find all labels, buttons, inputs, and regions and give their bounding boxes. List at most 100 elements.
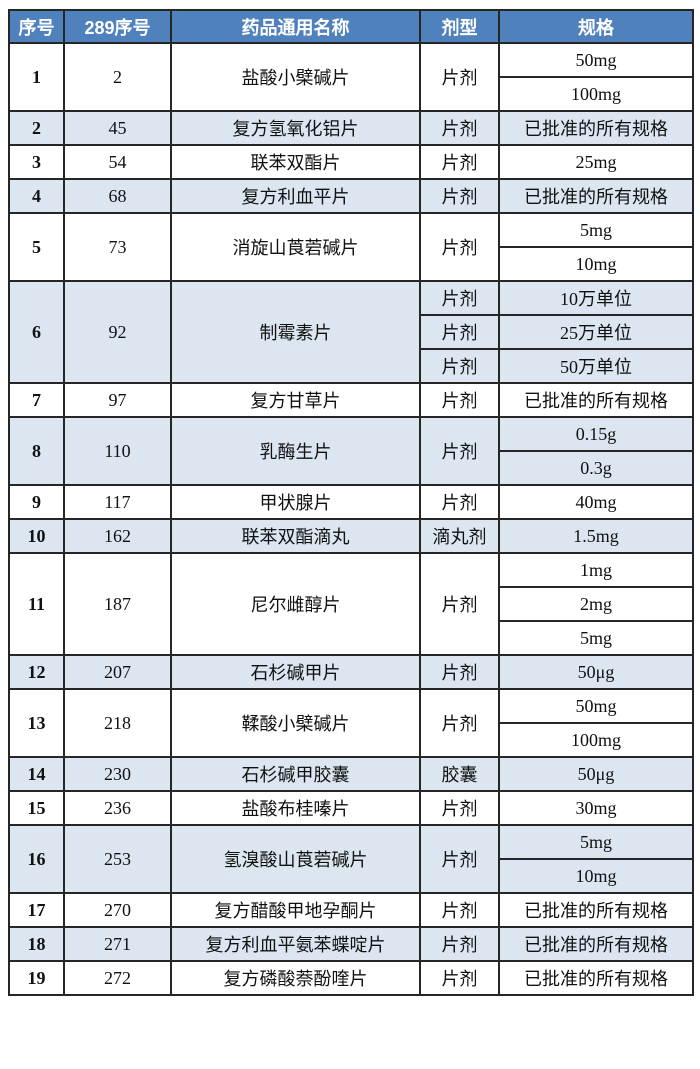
cell-spec: 0.15g xyxy=(498,416,694,452)
cell-drug-name: 复方甘草片 xyxy=(170,382,421,418)
cell-drug-name: 盐酸小檗碱片 xyxy=(170,42,421,112)
cell-spec: 30mg xyxy=(498,790,694,826)
cell-spec: 50mg xyxy=(498,688,694,724)
cell-drug-name: 制霉素片 xyxy=(170,280,421,384)
header-289-serial: 289序号 xyxy=(63,9,172,44)
table-row: 5mg xyxy=(9,620,694,656)
cell-289-serial: 272 xyxy=(63,960,172,996)
cell-289-serial: 230 xyxy=(63,756,172,792)
cell-dosage-form: 片剂 xyxy=(419,178,500,214)
cell-spec: 5mg xyxy=(498,620,694,656)
cell-289-serial: 73 xyxy=(63,212,172,282)
cell-289-serial: 110 xyxy=(63,416,172,486)
table-row: 10mg xyxy=(9,858,694,894)
cell-drug-name: 甲状腺片 xyxy=(170,484,421,520)
cell-dosage-form: 片剂 xyxy=(419,552,500,656)
cell-drug-name: 复方利血平氨苯蝶啶片 xyxy=(170,926,421,962)
cell-serial: 10 xyxy=(8,518,65,554)
table-row: 8 110 乳酶生片 片剂 0.15g xyxy=(8,416,694,486)
cell-drug-name: 复方醋酸甲地孕酮片 xyxy=(170,892,421,928)
table-row: 10mg xyxy=(9,246,694,282)
table-row: 16 253 氢溴酸山莨菪碱片 片剂 5mg xyxy=(8,824,694,894)
cell-dosage-form: 片剂 xyxy=(419,280,500,316)
table-body: 1 2 盐酸小檗碱片 片剂 50mg 100mg 2 45 复方氢氧化铝片 片剂 已批准的所有规格 3… xyxy=(8,42,694,996)
table-row: 3 54 联苯双酯片 片剂 25mg xyxy=(8,144,694,180)
table-row: 2 45 复方氢氧化铝片 片剂 已批准的所有规格 xyxy=(8,110,694,146)
table-row: 9 117 甲状腺片 片剂 40mg xyxy=(8,484,694,520)
cell-289-serial: 162 xyxy=(63,518,172,554)
header-drug-name: 药品通用名称 xyxy=(170,9,421,44)
cell-serial: 14 xyxy=(8,756,65,792)
cell-serial: 19 xyxy=(8,960,65,996)
table-row: 100mg xyxy=(9,76,694,112)
cell-dosage-form: 片剂 xyxy=(419,42,500,112)
cell-drug-name: 联苯双酯片 xyxy=(170,144,421,180)
cell-serial: 5 xyxy=(8,212,65,282)
cell-289-serial: 92 xyxy=(63,280,172,384)
cell-drug-name: 消旋山莨菪碱片 xyxy=(170,212,421,282)
cell-drug-name: 乳酶生片 xyxy=(170,416,421,486)
cell-289-serial: 236 xyxy=(63,790,172,826)
table-row: 11 187 尼尔雌醇片 片剂 1mg xyxy=(8,552,694,656)
table-row: 5 73 消旋山莨菪碱片 片剂 5mg xyxy=(8,212,694,282)
cell-289-serial: 253 xyxy=(63,824,172,894)
table-row: 18 271 复方利血平氨苯蝶啶片 片剂 已批准的所有规格 xyxy=(8,926,694,962)
cell-spec: 100mg xyxy=(498,76,694,112)
cell-289-serial: 270 xyxy=(63,892,172,928)
cell-289-serial: 271 xyxy=(63,926,172,962)
cell-serial: 1 xyxy=(8,42,65,112)
cell-spec: 5mg xyxy=(498,824,694,860)
cell-spec: 5mg xyxy=(498,212,694,248)
cell-289-serial: 68 xyxy=(63,178,172,214)
cell-drug-name: 鞣酸小檗碱片 xyxy=(170,688,421,758)
cell-dosage-form: 片剂 xyxy=(419,824,500,894)
cell-dosage-form: 片剂 xyxy=(419,926,500,962)
cell-drug-name: 联苯双酯滴丸 xyxy=(170,518,421,554)
cell-289-serial: 187 xyxy=(63,552,172,656)
cell-dosage-form: 片剂 xyxy=(419,382,500,418)
table-row: 7 97 复方甘草片 片剂 已批准的所有规格 xyxy=(8,382,694,418)
cell-serial: 15 xyxy=(8,790,65,826)
table-row: 6 92 制霉素片 片剂 10万单位 xyxy=(8,280,694,384)
cell-drug-name: 石杉碱甲片 xyxy=(170,654,421,690)
cell-289-serial: 207 xyxy=(63,654,172,690)
cell-289-serial: 54 xyxy=(63,144,172,180)
cell-dosage-form: 片剂 xyxy=(419,212,500,282)
cell-dosage-form: 片剂 xyxy=(419,144,500,180)
cell-spec: 50万单位 xyxy=(498,348,694,384)
cell-dosage-form: 胶囊 xyxy=(419,756,500,792)
cell-serial: 18 xyxy=(8,926,65,962)
cell-spec: 已批准的所有规格 xyxy=(498,960,694,996)
cell-serial: 8 xyxy=(8,416,65,486)
cell-drug-name: 复方利血平片 xyxy=(170,178,421,214)
table-row: 17 270 复方醋酸甲地孕酮片 片剂 已批准的所有规格 xyxy=(8,892,694,928)
cell-drug-name: 盐酸布桂嗪片 xyxy=(170,790,421,826)
cell-dosage-form: 片剂 xyxy=(419,110,500,146)
cell-serial: 16 xyxy=(8,824,65,894)
cell-spec: 2mg xyxy=(498,586,694,622)
table-row: 15 236 盐酸布桂嗪片 片剂 30mg xyxy=(8,790,694,826)
cell-dosage-form: 片剂 xyxy=(419,960,500,996)
cell-dosage-form: 滴丸剂 xyxy=(419,518,500,554)
table-row: 10 162 联苯双酯滴丸 滴丸剂 1.5mg xyxy=(8,518,694,554)
table-row: 2mg xyxy=(9,586,694,622)
cell-dosage-form: 片剂 xyxy=(419,348,500,384)
cell-spec: 已批准的所有规格 xyxy=(498,382,694,418)
cell-serial: 2 xyxy=(8,110,65,146)
cell-spec: 50mg xyxy=(498,42,694,78)
cell-dosage-form: 片剂 xyxy=(419,688,500,758)
table-row: 13 218 鞣酸小檗碱片 片剂 50mg xyxy=(8,688,694,758)
cell-spec: 25万单位 xyxy=(498,314,694,350)
cell-serial: 12 xyxy=(8,654,65,690)
cell-serial: 4 xyxy=(8,178,65,214)
cell-spec: 1.5mg xyxy=(498,518,694,554)
table-row: 1 2 盐酸小檗碱片 片剂 50mg xyxy=(8,42,694,112)
table-row: 100mg xyxy=(9,722,694,758)
cell-dosage-form: 片剂 xyxy=(419,892,500,928)
cell-spec: 50μg xyxy=(498,756,694,792)
cell-spec: 25mg xyxy=(498,144,694,180)
table-row: 12 207 石杉碱甲片 片剂 50μg xyxy=(8,654,694,690)
cell-serial: 9 xyxy=(8,484,65,520)
cell-spec: 已批准的所有规格 xyxy=(498,892,694,928)
cell-dosage-form: 片剂 xyxy=(419,654,500,690)
